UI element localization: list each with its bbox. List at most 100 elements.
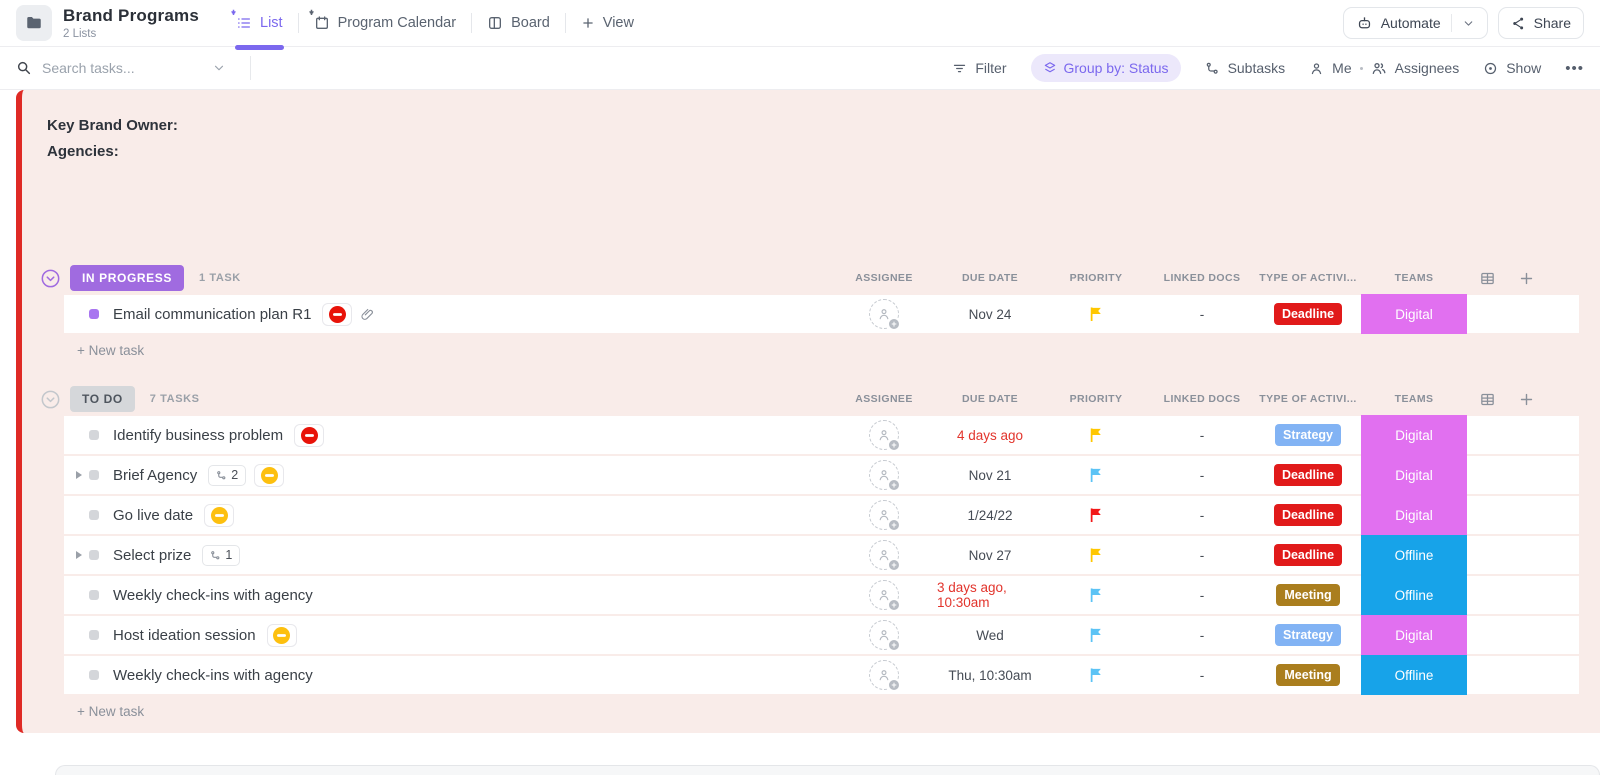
team-cell[interactable]: Digital bbox=[1361, 615, 1467, 655]
task-name[interactable]: Host ideation session bbox=[113, 626, 256, 644]
column-header-due-date[interactable]: DUE DATE bbox=[961, 272, 1019, 284]
table-grid-icon[interactable] bbox=[1479, 270, 1496, 287]
team-cell[interactable]: Offline bbox=[1361, 655, 1467, 695]
task-name[interactable]: Email communication plan R1 bbox=[113, 305, 312, 323]
task-status-square[interactable] bbox=[89, 510, 99, 520]
column-header-linked-docs[interactable]: LINKED DOCS bbox=[1163, 393, 1241, 405]
blocking-status-icon[interactable] bbox=[204, 503, 235, 527]
linked-docs-cell[interactable]: - bbox=[1199, 627, 1205, 643]
linked-docs-cell[interactable]: - bbox=[1199, 507, 1205, 523]
status-badge-to-do[interactable]: TO DO bbox=[70, 386, 135, 412]
activity-badge[interactable]: Deadline bbox=[1273, 544, 1343, 566]
activity-badge[interactable]: Strategy bbox=[1274, 424, 1342, 446]
tab-program-calendar[interactable]: Program Calendar bbox=[299, 0, 471, 46]
priority-cell[interactable] bbox=[1043, 627, 1149, 643]
task-row[interactable]: Select prize 1 + Nov 27 - Deadline bbox=[64, 535, 1579, 575]
tab-add-view[interactable]: View bbox=[566, 0, 649, 46]
add-assignee-avatar[interactable]: + bbox=[869, 420, 901, 452]
new-task-button[interactable]: + New task bbox=[77, 343, 145, 358]
tab-board[interactable]: Board bbox=[472, 0, 565, 46]
linked-docs-cell[interactable]: - bbox=[1199, 427, 1205, 443]
priority-cell[interactable] bbox=[1043, 306, 1149, 322]
search-box[interactable] bbox=[16, 56, 251, 80]
subtask-count-badge[interactable]: 2 bbox=[208, 464, 247, 486]
column-header-due-date[interactable]: DUE DATE bbox=[961, 393, 1019, 405]
task-name[interactable]: Brief Agency bbox=[113, 466, 198, 484]
task-row[interactable]: Host ideation session + Wed - Strategy D bbox=[64, 615, 1579, 655]
activity-badge[interactable]: Deadline bbox=[1273, 504, 1343, 526]
subtask-count-badge[interactable]: 1 bbox=[202, 544, 241, 566]
task-row[interactable]: Email communication plan R1 + Nov 24 bbox=[64, 294, 1579, 334]
search-input[interactable] bbox=[42, 60, 202, 76]
task-status-square[interactable] bbox=[89, 550, 99, 560]
task-row[interactable]: Brief Agency 2 + Nov 21 bbox=[64, 455, 1579, 495]
task-status-square[interactable] bbox=[89, 470, 99, 480]
more-options-button[interactable]: ••• bbox=[1565, 59, 1584, 77]
collapse-group-icon[interactable] bbox=[41, 269, 60, 288]
collapse-group-icon[interactable] bbox=[41, 390, 60, 409]
column-header-teams[interactable]: TEAMS bbox=[1394, 272, 1434, 284]
blocking-status-icon[interactable] bbox=[254, 463, 285, 487]
table-grid-icon[interactable] bbox=[1479, 391, 1496, 408]
group-by-button[interactable]: Group by: Status bbox=[1030, 54, 1181, 82]
priority-cell[interactable] bbox=[1043, 507, 1149, 523]
status-badge-in-progress[interactable]: IN PROGRESS bbox=[70, 265, 184, 291]
linked-docs-cell[interactable]: - bbox=[1199, 667, 1205, 683]
blocked-status-icon[interactable] bbox=[322, 302, 353, 326]
filter-button[interactable]: Filter bbox=[952, 60, 1007, 76]
folder-icon[interactable] bbox=[16, 5, 52, 41]
column-header-priority[interactable]: PRIORITY bbox=[1069, 272, 1123, 284]
activity-badge[interactable]: Meeting bbox=[1276, 664, 1340, 686]
due-date-cell[interactable]: Thu, 10:30am bbox=[948, 667, 1032, 683]
blocked-status-icon[interactable] bbox=[294, 423, 325, 447]
due-date-cell[interactable]: Wed bbox=[976, 627, 1004, 643]
add-assignee-avatar[interactable]: + bbox=[869, 660, 901, 692]
task-name[interactable]: Weekly check-ins with agency bbox=[113, 586, 313, 604]
due-date-cell[interactable]: 4 days ago bbox=[956, 427, 1024, 443]
chevron-down-icon[interactable] bbox=[212, 61, 226, 75]
linked-docs-cell[interactable]: - bbox=[1199, 306, 1205, 322]
task-name[interactable]: Select prize bbox=[113, 546, 192, 564]
column-header-type-of-activity[interactable]: TYPE OF ACTIVI... bbox=[1259, 393, 1357, 405]
add-column-icon[interactable] bbox=[1518, 391, 1535, 408]
column-header-assignee[interactable]: ASSIGNEE bbox=[855, 272, 913, 284]
show-button[interactable]: Show bbox=[1483, 60, 1541, 76]
add-assignee-avatar[interactable]: + bbox=[869, 500, 901, 532]
task-row[interactable]: Weekly check-ins with agency + Thu, 10:3… bbox=[64, 655, 1579, 695]
task-row[interactable]: Identify business problem + 4 days ago -… bbox=[64, 415, 1579, 455]
linked-docs-cell[interactable]: - bbox=[1199, 587, 1205, 603]
attachment-icon[interactable] bbox=[360, 307, 375, 322]
expand-subtasks-icon[interactable] bbox=[69, 471, 89, 479]
activity-badge[interactable]: Deadline bbox=[1273, 464, 1343, 486]
task-name[interactable]: Go live date bbox=[113, 506, 194, 524]
task-status-square[interactable] bbox=[89, 670, 99, 680]
column-header-priority[interactable]: PRIORITY bbox=[1069, 393, 1123, 405]
task-status-square[interactable] bbox=[89, 590, 99, 600]
add-assignee-avatar[interactable]: + bbox=[869, 460, 901, 492]
column-header-teams[interactable]: TEAMS bbox=[1394, 393, 1434, 405]
team-cell[interactable]: Digital bbox=[1361, 294, 1467, 334]
team-cell[interactable]: Digital bbox=[1361, 455, 1467, 495]
due-date-cell[interactable]: Nov 24 bbox=[968, 306, 1012, 322]
team-cell[interactable]: Offline bbox=[1361, 535, 1467, 575]
priority-cell[interactable] bbox=[1043, 667, 1149, 683]
column-header-type-of-activity[interactable]: TYPE OF ACTIVI... bbox=[1259, 272, 1357, 284]
due-date-cell[interactable]: 3 days ago, 10:30am bbox=[937, 580, 1007, 610]
subtasks-button[interactable]: Subtasks bbox=[1205, 60, 1285, 76]
column-header-linked-docs[interactable]: LINKED DOCS bbox=[1163, 272, 1241, 284]
priority-cell[interactable] bbox=[1043, 467, 1149, 483]
priority-cell[interactable] bbox=[1043, 587, 1149, 603]
add-assignee-avatar[interactable]: + bbox=[869, 580, 901, 612]
task-status-square[interactable] bbox=[89, 630, 99, 640]
add-assignee-avatar[interactable]: + bbox=[869, 299, 901, 331]
activity-badge[interactable]: Deadline bbox=[1273, 303, 1343, 325]
assignees-button[interactable]: Assignees bbox=[1371, 60, 1459, 76]
activity-badge[interactable]: Strategy bbox=[1274, 624, 1342, 646]
task-name[interactable]: Weekly check-ins with agency bbox=[113, 666, 313, 684]
linked-docs-cell[interactable]: - bbox=[1199, 467, 1205, 483]
tab-list[interactable]: List bbox=[221, 0, 298, 50]
share-button[interactable]: Share bbox=[1497, 7, 1584, 39]
due-date-cell[interactable]: Nov 21 bbox=[968, 467, 1012, 483]
me-button[interactable]: Me bbox=[1309, 60, 1352, 76]
add-assignee-avatar[interactable]: + bbox=[869, 540, 901, 572]
